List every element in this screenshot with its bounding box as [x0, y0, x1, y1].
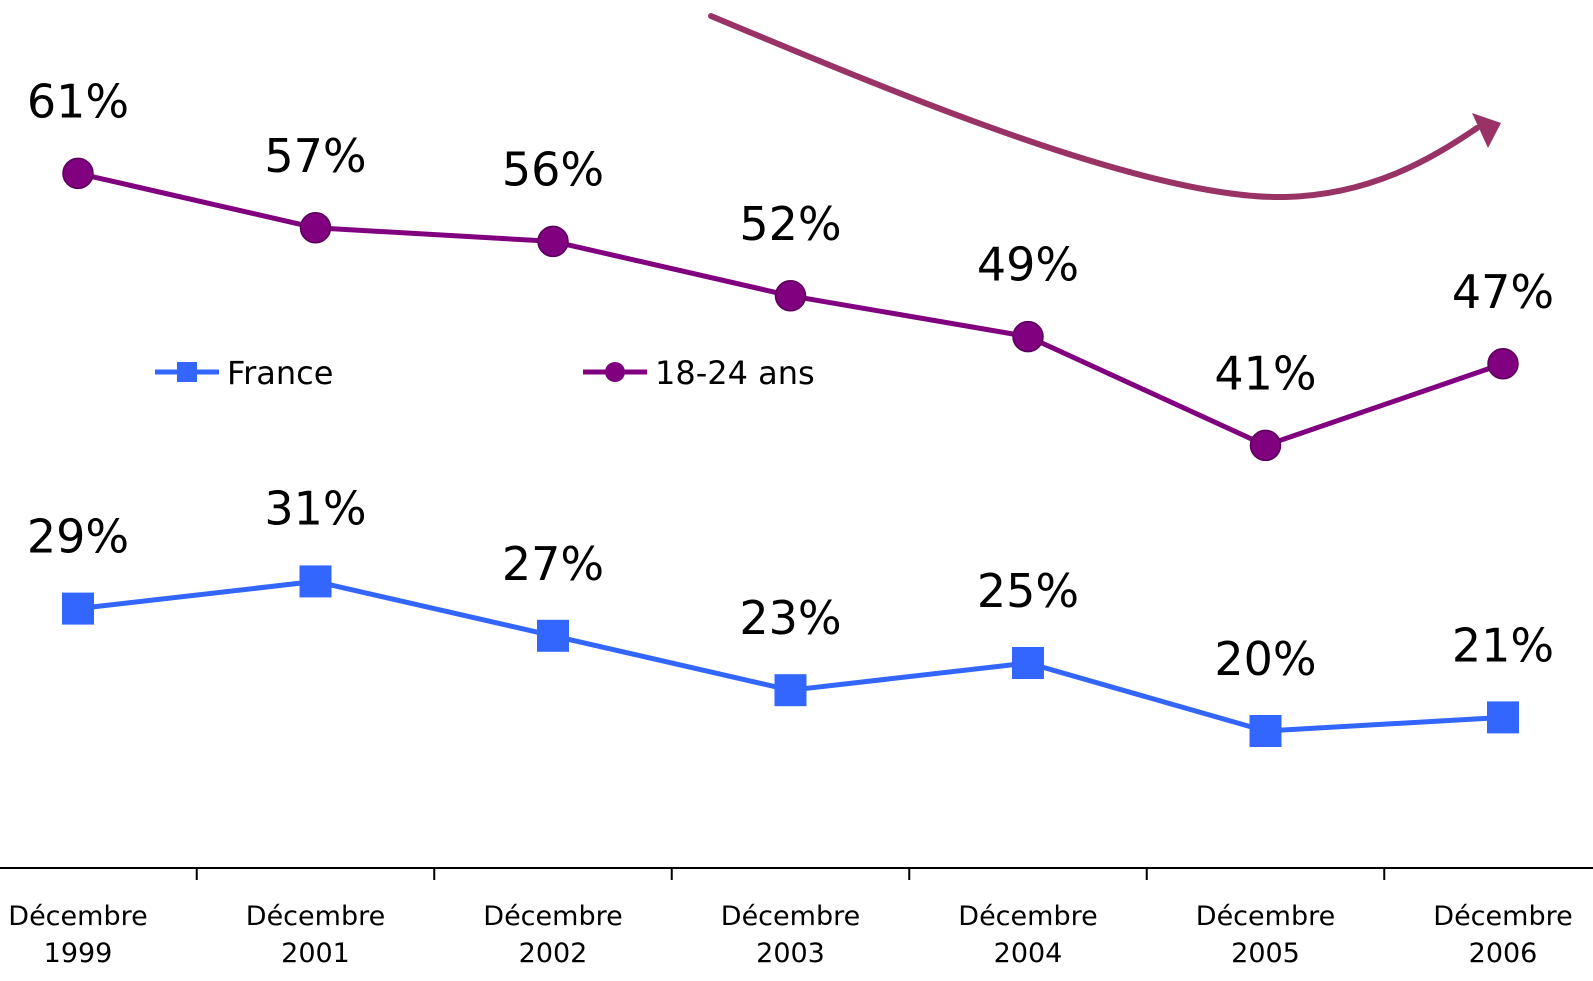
- x-tick-label: Décembre 1999: [8, 901, 147, 969]
- data-label: 47%: [1452, 265, 1554, 319]
- data-label: 21%: [1452, 618, 1554, 672]
- series-group: 29% 31% 27% 23% 25% 20% 21% 61% 57% 56% 52% 49% 41% 4…: [27, 74, 1554, 747]
- data-point: [62, 592, 94, 625]
- legend-item: France: [155, 354, 333, 392]
- data-label: 25%: [977, 564, 1079, 618]
- data-point: [299, 212, 332, 244]
- data-label: 49%: [977, 238, 1079, 292]
- data-label: 57%: [264, 129, 366, 183]
- data-point: [299, 565, 332, 598]
- data-point: [1487, 701, 1519, 734]
- x-tick-label-line: Décembre: [483, 901, 622, 932]
- x-tick-label: Décembre 2003: [721, 901, 860, 969]
- x-tick-label: Décembre 2002: [483, 901, 622, 969]
- x-tick-label-line: Décembre: [958, 901, 1097, 932]
- data-label: 52%: [739, 197, 841, 251]
- series-france: 29% 31% 27% 23% 25% 20% 21%: [27, 481, 1554, 747]
- x-tick-label-line: Décembre: [1196, 901, 1335, 932]
- x-tick-label-line: Décembre: [721, 901, 860, 932]
- x-tick-label-line: 2003: [756, 938, 825, 969]
- data-point: [774, 674, 807, 707]
- trend-annotation: [708, 13, 1501, 201]
- x-tick-label-line: Décembre: [246, 901, 385, 932]
- legend-item: 18-24 ans: [583, 354, 815, 392]
- data-point: [1249, 429, 1282, 462]
- x-tick-label: Décembre 2006: [1433, 901, 1572, 969]
- series-18-24-ans: 61% 57% 56% 52% 49% 41% 47%: [27, 74, 1554, 462]
- data-label: 29%: [27, 510, 129, 564]
- data-label: 23%: [739, 591, 841, 645]
- legend-label: 18-24 ans: [655, 354, 815, 392]
- trend-arrow-head: [1472, 113, 1501, 148]
- x-tick-label-line: 2005: [1231, 938, 1300, 969]
- data-label: 61%: [27, 74, 129, 128]
- legend: France 18-24 ans: [155, 354, 815, 392]
- data-point: [774, 280, 807, 312]
- data-point: [1249, 715, 1282, 747]
- x-tick-label: Décembre 2005: [1196, 901, 1335, 969]
- x-tick-label-line: Décembre: [8, 901, 147, 932]
- data-point: [537, 225, 569, 258]
- x-tick-label-line: 2001: [281, 938, 350, 969]
- legend-marker: [177, 362, 197, 382]
- x-tick-label: Décembre 2001: [246, 901, 385, 969]
- data-label: 27%: [502, 537, 604, 591]
- x-tick-label: Décembre 2004: [958, 901, 1097, 969]
- data-label: 41%: [1214, 346, 1316, 400]
- x-tick-label-line: 2002: [519, 938, 588, 969]
- x-tick-label-line: 2006: [1469, 938, 1538, 969]
- data-point: [537, 619, 569, 652]
- x-tick-label-line: Décembre: [1433, 901, 1572, 932]
- data-point: [62, 157, 94, 190]
- trend-arrow-curve: [708, 13, 1480, 201]
- data-point: [1487, 348, 1519, 380]
- data-point: [1012, 647, 1044, 679]
- data-label: 31%: [264, 481, 366, 535]
- data-label: 56%: [502, 142, 604, 196]
- legend-label: France: [227, 354, 333, 392]
- data-label: 20%: [1214, 632, 1316, 686]
- data-point: [1012, 320, 1044, 353]
- legend-marker: [605, 362, 625, 382]
- x-tick-label-line: 1999: [44, 938, 113, 969]
- x-tick-label-line: 2004: [994, 938, 1063, 969]
